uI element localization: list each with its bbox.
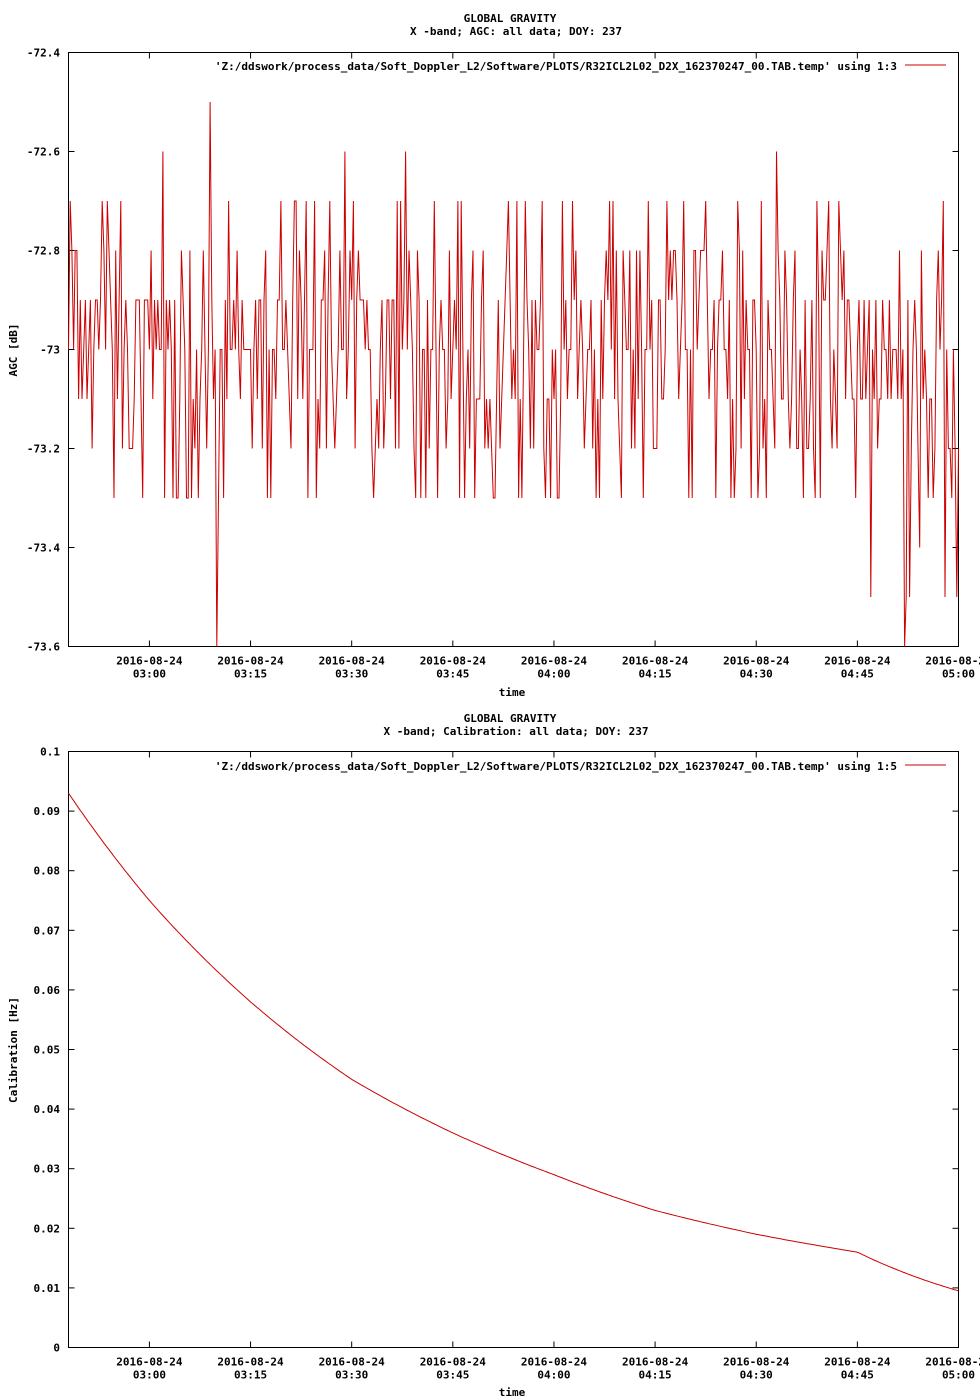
xtick-time-label: 03:15 — [234, 1369, 267, 1382]
xtick-date-label: 2016-08-24 — [217, 655, 284, 668]
ytick-label: -73.6 — [27, 641, 60, 654]
ytick-label: 0.03 — [34, 1163, 61, 1176]
xtick-date-label: 2016-08-24 — [319, 655, 386, 668]
xtick-date-label: 2016-08-24 — [217, 1356, 284, 1369]
xtick-time-label: 04:00 — [537, 1369, 570, 1382]
cal-y-axis: 0.1 0.09 0.08 0.07 0.06 0.05 0.04 0.03 0.02 0.01 0 — [34, 746, 959, 1355]
ytick-label: 0.08 — [34, 865, 61, 878]
cal-title: GLOBAL GRAVITY — [464, 712, 557, 725]
xtick-time-label: 04:00 — [537, 668, 570, 681]
xtick-date-label: 2016-08-24 — [319, 1356, 386, 1369]
ytick-label: 0.05 — [34, 1044, 61, 1057]
xtick-date-label: 2016-08-24 — [420, 655, 487, 668]
cal-series-line — [68, 792, 959, 1292]
xtick-time-label: 04:45 — [841, 668, 874, 681]
ytick-label: 0.04 — [34, 1103, 61, 1116]
cal-subtitle: X -band; Calibration: all data; DOY: 237 — [384, 725, 649, 738]
ytick-label: -73 — [40, 344, 60, 357]
agc-legend-label: 'Z:/ddswork/process_data/Soft_Doppler_L2… — [215, 60, 897, 73]
xtick-date-label: 2016-08-24 — [723, 655, 790, 668]
xtick-date-label: 2016-08-24 — [116, 655, 183, 668]
ytick-label: -72.8 — [27, 245, 60, 258]
agc-ylabel: AGC [dB] — [7, 324, 20, 377]
xtick-date-label: 2016-08-24 — [622, 655, 689, 668]
xtick-time-label: 03:45 — [436, 668, 469, 681]
ytick-label: 0.07 — [34, 924, 61, 937]
xtick-date-label: 2016-08-24 — [116, 1356, 183, 1369]
xtick-time-label: 03:00 — [133, 668, 166, 681]
ytick-label: 0 — [53, 1342, 60, 1355]
ytick-label: 0.01 — [34, 1282, 61, 1295]
ytick-label: -73.4 — [27, 542, 60, 555]
cal-plot-frame — [68, 751, 959, 1348]
xtick-time-label: 04:45 — [841, 1369, 874, 1382]
xtick-date-label: 2016-08-24 — [925, 1356, 980, 1369]
xtick-date-label: 2016-08-24 — [925, 655, 980, 668]
agc-subtitle: X -band; AGC: all data; DOY: 237 — [410, 25, 622, 38]
ytick-label: 0.06 — [34, 984, 61, 997]
xtick-time-label: 03:45 — [436, 1369, 469, 1382]
ytick-label: 0.02 — [34, 1222, 61, 1235]
xtick-date-label: 2016-08-24 — [420, 1356, 487, 1369]
ytick-label: -72.6 — [27, 146, 60, 159]
xtick-date-label: 2016-08-24 — [622, 1356, 689, 1369]
xtick-date-label: 2016-08-24 — [521, 1356, 588, 1369]
ytick-label: 0.1 — [40, 746, 60, 759]
xtick-time-label: 03:30 — [335, 668, 368, 681]
ytick-label: -72.4 — [27, 47, 60, 60]
xtick-time-label: 03:15 — [234, 668, 267, 681]
agc-title: GLOBAL GRAVITY — [464, 12, 557, 25]
xtick-time-label: 04:30 — [740, 668, 773, 681]
xtick-time-label: 04:15 — [639, 1369, 672, 1382]
cal-legend-label: 'Z:/ddswork/process_data/Soft_Doppler_L2… — [215, 760, 897, 773]
agc-y-axis: -72.4 -72.6 -72.8 -73 -73.2 -73.4 -73.6 — [27, 47, 959, 654]
xtick-date-label: 2016-08-24 — [824, 1356, 891, 1369]
ytick-label: 0.09 — [34, 805, 61, 818]
cal-ylabel: Calibration [Hz] — [7, 997, 20, 1103]
xtick-time-label: 03:30 — [335, 1369, 368, 1382]
xtick-date-label: 2016-08-24 — [824, 655, 891, 668]
xtick-time-label: 05:00 — [942, 668, 975, 681]
xtick-time-label: 05:00 — [942, 1369, 975, 1382]
xtick-time-label: 04:15 — [639, 668, 672, 681]
agc-chart: GLOBAL GRAVITY X -band; AGC: all data; D… — [7, 12, 980, 699]
cal-xlabel: time — [499, 1386, 526, 1399]
cal-x-axis: 2016-08-2403:002016-08-2403:152016-08-24… — [116, 751, 980, 1382]
agc-x-axis: 2016-08-2403:002016-08-2403:152016-08-24… — [116, 52, 980, 681]
xtick-time-label: 03:00 — [133, 1369, 166, 1382]
calibration-chart: GLOBAL GRAVITY X -band; Calibration: all… — [7, 712, 980, 1399]
agc-series-line — [68, 101, 959, 647]
xtick-date-label: 2016-08-24 — [723, 1356, 790, 1369]
xtick-time-label: 04:30 — [740, 1369, 773, 1382]
xtick-date-label: 2016-08-24 — [521, 655, 588, 668]
ytick-label: -73.2 — [27, 443, 60, 456]
agc-xlabel: time — [499, 686, 526, 699]
